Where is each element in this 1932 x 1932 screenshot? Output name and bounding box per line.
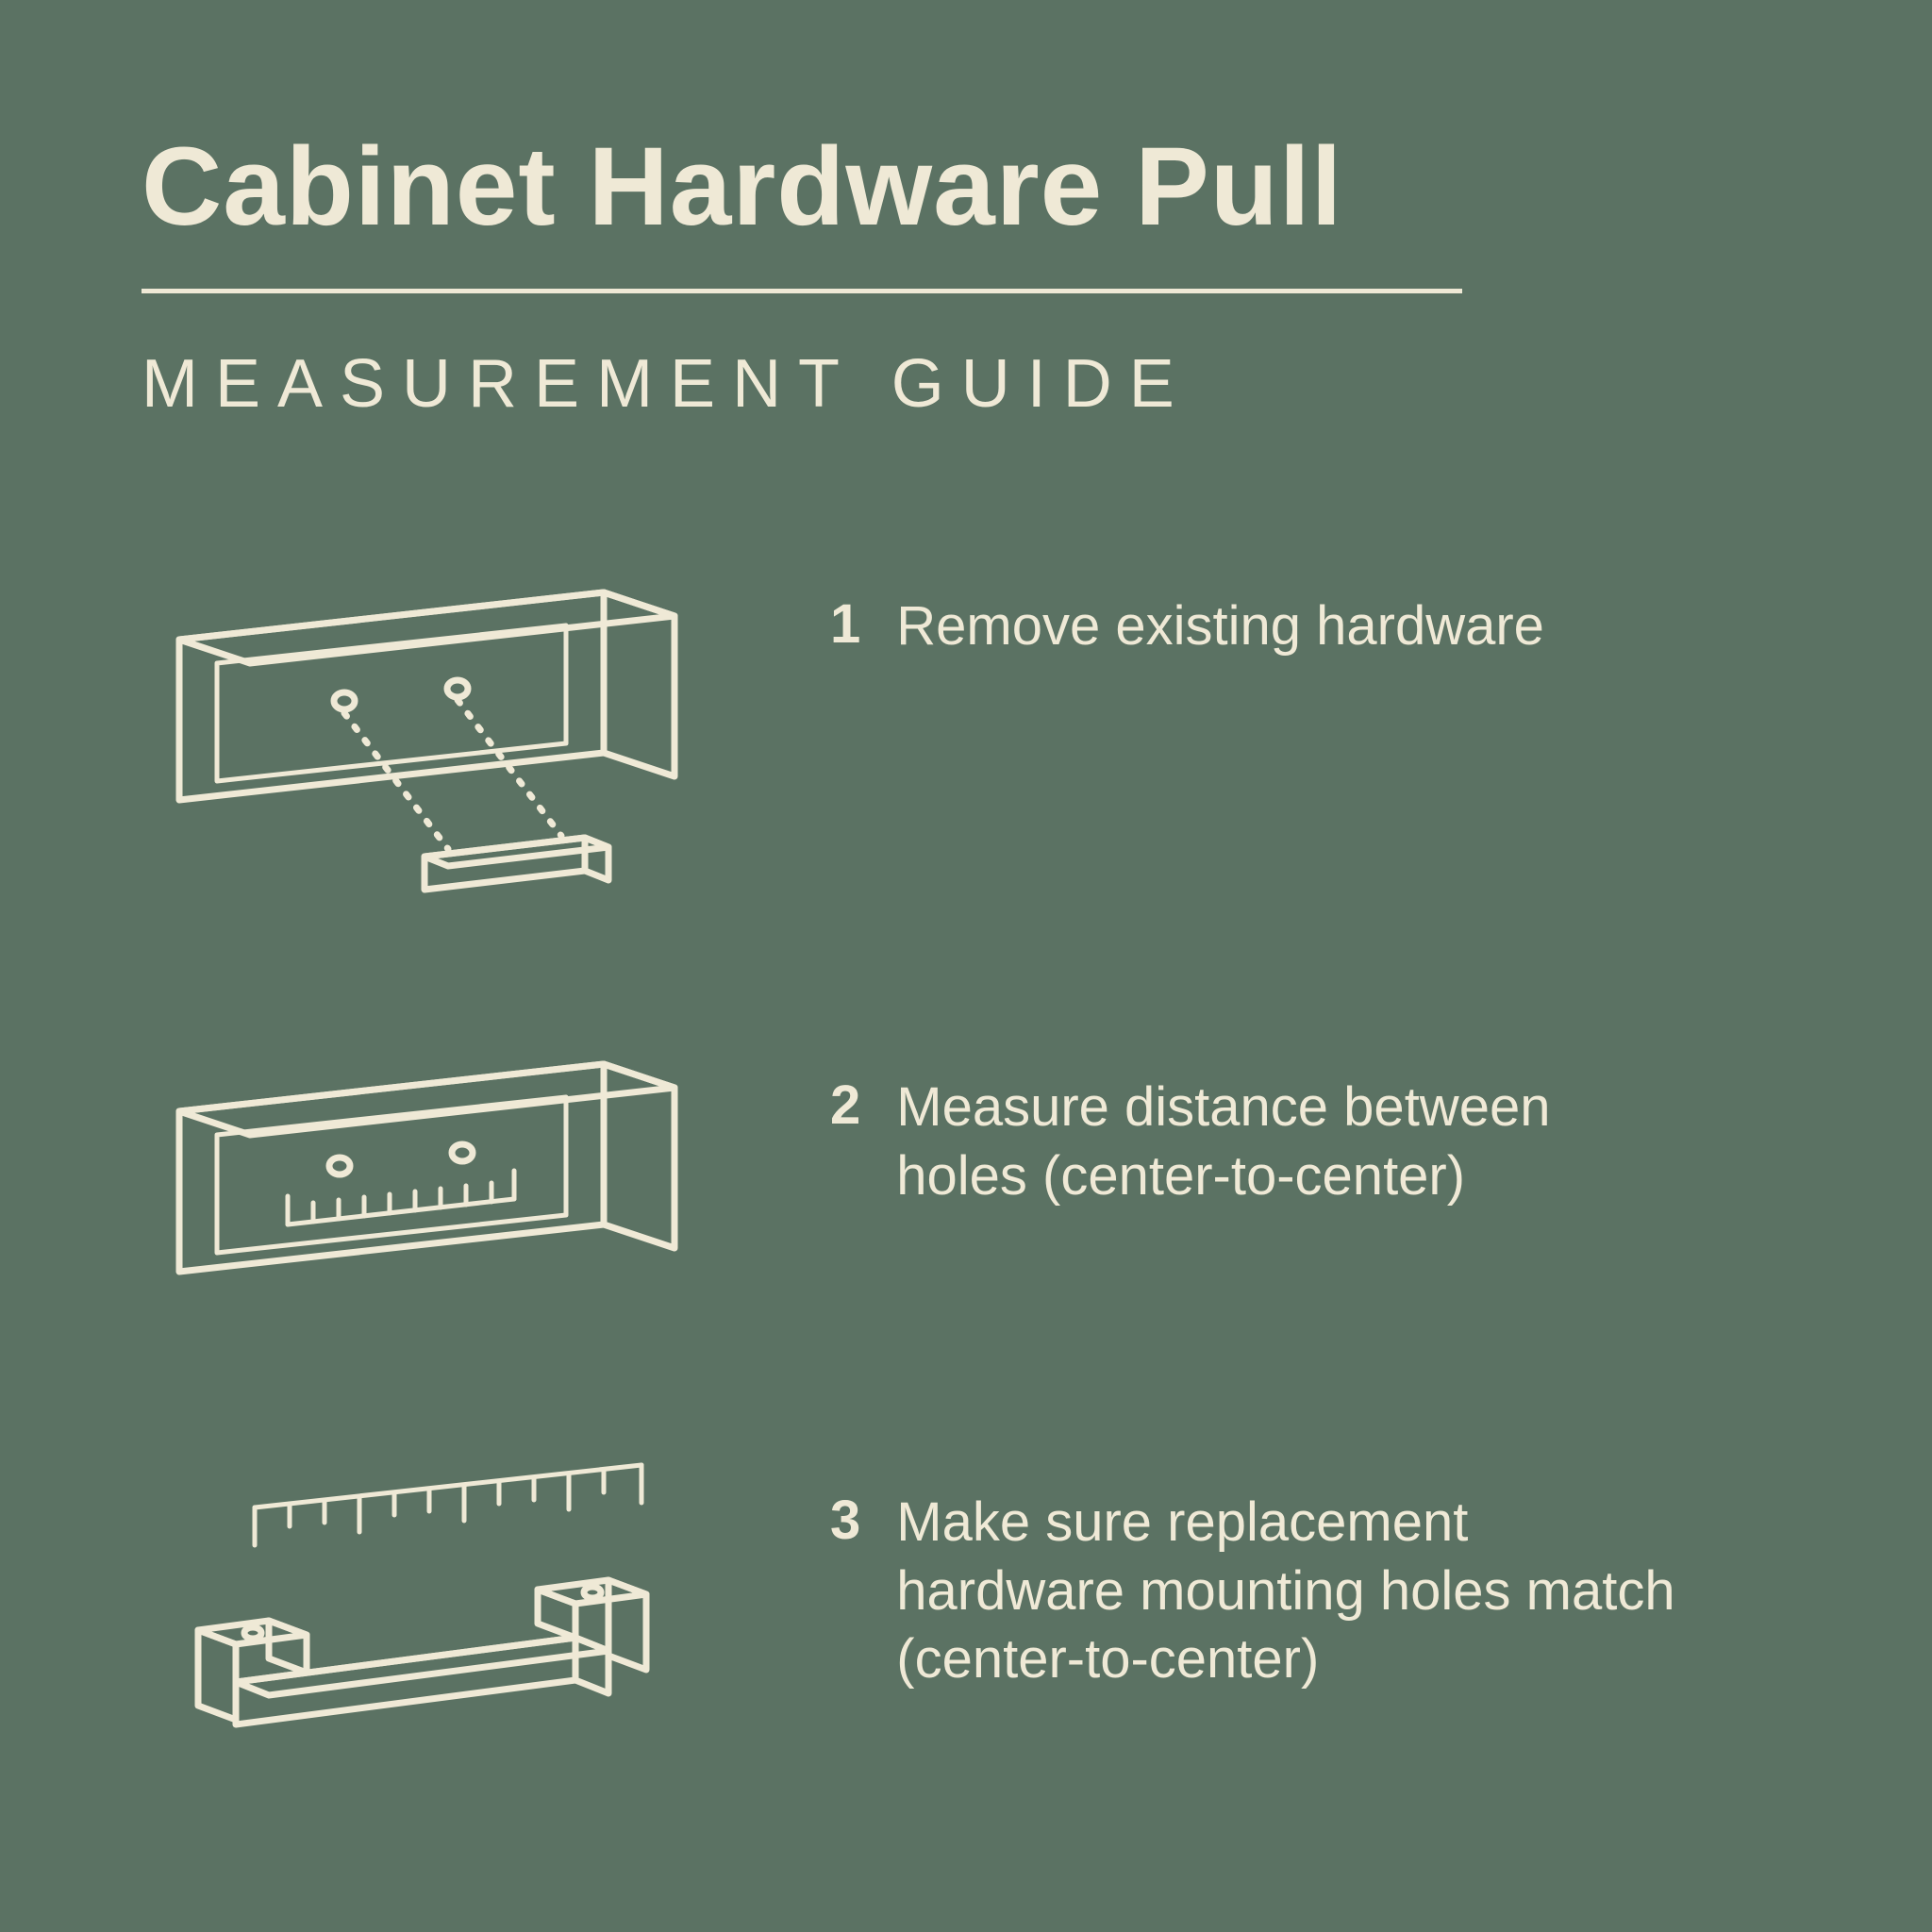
step-3-number: 3 — [830, 1489, 860, 1694]
step-2-text: Measure distance between holes (center-t… — [896, 1074, 1679, 1210]
step-1-number: 1 — [830, 592, 860, 661]
steps-list: 1 Remove existing hardware — [142, 555, 1800, 1772]
step-2-diagram-icon — [142, 1036, 745, 1328]
step-1: 1 Remove existing hardware — [142, 555, 1800, 913]
title-divider — [142, 289, 1462, 293]
step-1-diagram-icon — [142, 555, 745, 913]
step-2: 2 Measure distance between holes (center… — [142, 1036, 1800, 1328]
page-title: Cabinet Hardware Pull — [142, 123, 1800, 251]
page-subtitle: MEASUREMENT GUIDE — [142, 345, 1800, 423]
step-3-diagram-icon — [142, 1451, 745, 1772]
step-1-text: Remove existing hardware — [896, 592, 1544, 661]
step-3-text: Make sure replacement hardware mounting … — [896, 1489, 1679, 1694]
step-2-number: 2 — [830, 1074, 860, 1210]
step-3: 3 Make sure replacement hardware mountin… — [142, 1451, 1800, 1772]
